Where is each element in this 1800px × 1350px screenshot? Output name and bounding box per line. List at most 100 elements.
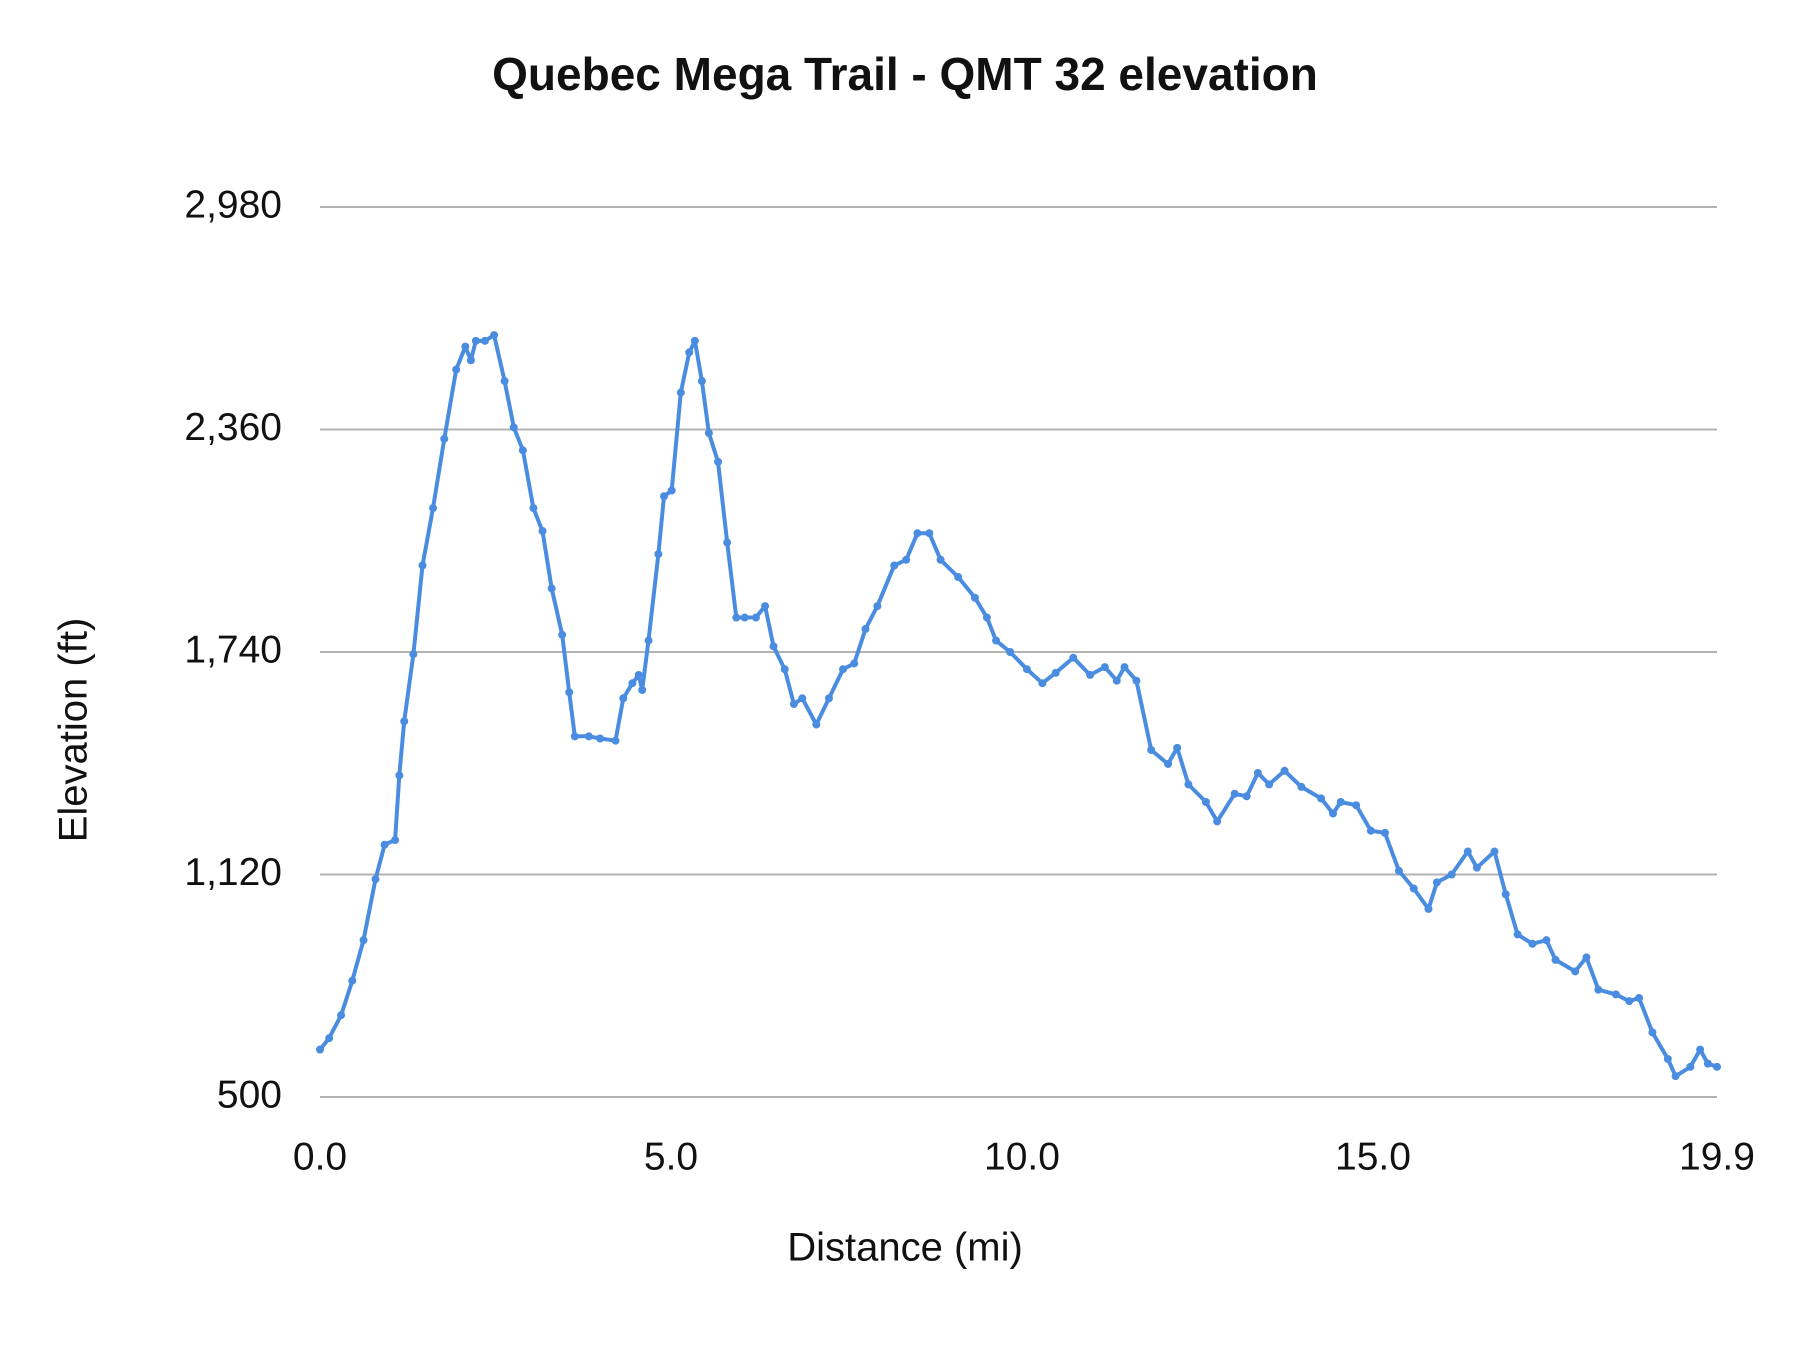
data-point (992, 636, 1001, 645)
data-point (1069, 653, 1078, 662)
data-point (565, 688, 574, 697)
data-point (1463, 847, 1472, 856)
data-point (850, 659, 859, 668)
data-point (1132, 676, 1141, 685)
data-point (518, 446, 527, 455)
data-point (676, 388, 685, 397)
chart-title: Quebec Mega Trail - QMT 32 elevation (492, 48, 1318, 100)
data-point (1006, 648, 1015, 656)
data-point (723, 538, 732, 547)
data-point (538, 527, 547, 536)
data-point (982, 613, 991, 622)
data-point (316, 1045, 324, 1054)
data-point (584, 732, 593, 741)
data-point (1329, 809, 1338, 818)
data-point (1366, 826, 1375, 835)
data-point (440, 434, 449, 443)
data-point (1594, 985, 1603, 994)
data-point (547, 584, 556, 593)
data-point (654, 550, 663, 559)
data-point (690, 336, 699, 345)
data-point (1686, 1062, 1695, 1071)
x-tick-label: 0.0 (293, 1135, 347, 1178)
data-point (500, 377, 509, 386)
data-point (1164, 759, 1173, 768)
data-point (644, 636, 653, 645)
x-axis-label: Distance (mi) (787, 1226, 1023, 1270)
data-point (890, 561, 899, 570)
data-point (1120, 663, 1129, 672)
data-point (337, 1011, 346, 1020)
data-point (1230, 789, 1239, 798)
data-point (761, 602, 770, 611)
data-point (1528, 939, 1537, 948)
data-point (619, 694, 628, 703)
data-point (1253, 768, 1262, 777)
data-point (685, 348, 694, 357)
data-point (954, 572, 963, 581)
data-point (634, 670, 643, 679)
data-point (371, 875, 380, 884)
data-point (1696, 1045, 1705, 1054)
data-point (1648, 1028, 1657, 1037)
data-point (1051, 668, 1060, 677)
data-point (1409, 884, 1418, 893)
data-point (1447, 870, 1456, 879)
x-tick-label: 10.0 (984, 1135, 1060, 1178)
y-axis-label: Elevation (ft) (52, 618, 96, 843)
data-point (1635, 993, 1644, 1002)
data-point (359, 936, 368, 945)
data-point (1551, 955, 1560, 964)
data-point (325, 1034, 334, 1043)
data-point (936, 555, 945, 564)
x-tick-label: 19.9 (1679, 1135, 1755, 1178)
data-point (1112, 676, 1121, 685)
data-point (697, 377, 706, 386)
data-point (452, 365, 461, 374)
data-point (529, 504, 538, 513)
data-point (812, 720, 821, 729)
data-point (861, 625, 870, 634)
data-point (1242, 792, 1251, 801)
y-tick-label: 1,740 (184, 628, 282, 671)
data-point (1582, 953, 1591, 962)
data-point (1380, 828, 1389, 837)
data-point (824, 694, 833, 703)
data-point (704, 429, 713, 438)
data-point (638, 686, 647, 695)
data-point (1490, 847, 1499, 856)
data-point (628, 679, 637, 688)
data-point (838, 665, 847, 674)
data-point (1501, 890, 1510, 899)
data-point (1022, 665, 1031, 674)
data-point (1038, 679, 1047, 688)
data-point (751, 613, 760, 622)
data-point (1513, 930, 1522, 939)
data-point (1265, 780, 1274, 789)
data-point (970, 593, 979, 602)
data-point (409, 650, 418, 659)
data-point (1703, 1059, 1712, 1068)
data-point (391, 836, 400, 845)
data-point (429, 504, 438, 513)
data-point (659, 492, 668, 501)
data-point (1432, 878, 1441, 887)
data-point (480, 336, 489, 345)
data-point (913, 529, 922, 538)
data-point (348, 976, 357, 985)
data-point (1663, 1054, 1672, 1063)
data-point (509, 423, 518, 432)
data-point (570, 732, 579, 741)
x-tick-label: 5.0 (644, 1135, 698, 1178)
data-point (902, 555, 911, 564)
data-point (1472, 863, 1481, 872)
data-point (380, 840, 389, 849)
data-point (1201, 798, 1210, 807)
data-point (740, 613, 749, 622)
y-tick-label: 500 (217, 1073, 282, 1116)
data-point (1100, 663, 1109, 672)
data-point (1297, 782, 1306, 791)
y-tick-label: 1,120 (184, 851, 282, 894)
data-point (873, 602, 882, 611)
